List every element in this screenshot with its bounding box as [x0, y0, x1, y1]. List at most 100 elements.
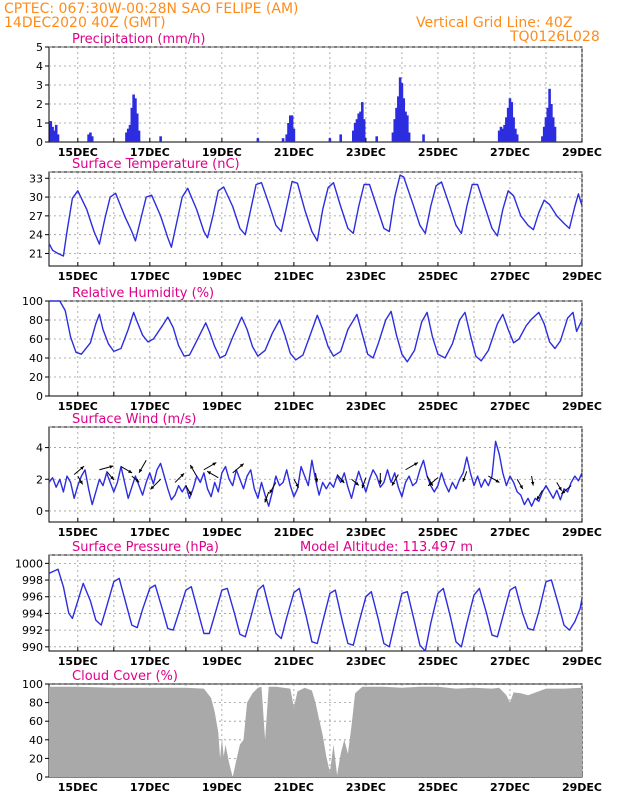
precip-bar	[130, 107, 134, 142]
rh-line	[49, 300, 583, 363]
wind-arrow-head	[207, 471, 212, 475]
precip-bar	[407, 132, 411, 142]
wind-arrow	[314, 472, 319, 483]
precip-bar	[544, 117, 548, 142]
x-tick-label: 27DEC	[490, 400, 530, 413]
x-tick-label: 15DEC	[58, 655, 98, 668]
x-tick-label: 21DEC	[274, 781, 314, 794]
precip-bar	[54, 124, 58, 142]
precip-bar	[404, 111, 407, 142]
x-tick-label: 25DEC	[418, 526, 458, 539]
x-tick-label: 25DEC	[418, 781, 458, 794]
wind-arrow-head	[391, 481, 396, 486]
precip-bar	[497, 130, 501, 142]
wind-arrow	[391, 474, 399, 486]
x-tick-label: 27DEC	[490, 526, 530, 539]
wind-arrow	[536, 490, 543, 501]
panel-frame	[48, 171, 583, 267]
x-tick-label: 23DEC	[346, 146, 386, 159]
y-tick-label: 100	[22, 295, 43, 308]
precip-bar	[355, 119, 359, 142]
precip-bar	[512, 117, 515, 142]
cloud-area	[49, 686, 582, 777]
precip-bar	[288, 115, 292, 142]
precip-bar	[89, 132, 92, 142]
precip-bar	[290, 115, 294, 142]
x-tick-label: 17DEC	[130, 400, 170, 413]
x-tick-label: 29DEC	[562, 526, 602, 539]
precip-bar	[328, 138, 332, 142]
precip-bar	[541, 136, 544, 142]
x-tick-label: 29DEC	[562, 655, 602, 668]
wind-arrow-head	[314, 478, 319, 483]
wind-arrow-head	[80, 466, 85, 470]
wind-arrow-head	[110, 476, 114, 480]
wind-arrow	[269, 482, 277, 494]
x-tick-label: 27DEC	[490, 781, 530, 794]
wind-arrow	[378, 472, 383, 485]
panel-rh: 0 20 40 60 80 100 15DEC 17DEC 19DEC 21DEC 23DEC 25D…	[22, 286, 602, 413]
wind-arrow-head	[462, 477, 466, 482]
x-tick-label: 25DEC	[418, 146, 458, 159]
precip-bar	[400, 83, 404, 142]
x-tick-label: 27DEC	[490, 270, 530, 283]
x-tick-label: 17DEC	[130, 655, 170, 668]
x-tick-label: 25DEC	[418, 400, 458, 413]
precip-bar	[391, 132, 395, 142]
precip-bar	[359, 111, 362, 142]
x-tick-label: 17DEC	[130, 146, 170, 159]
panel-title: Surface Wind (m/s)	[72, 412, 196, 427]
precip-bar	[550, 104, 553, 142]
wind-arrow-head	[264, 498, 268, 503]
y-tick-label: 80	[29, 314, 43, 327]
psfc-line	[48, 568, 583, 652]
precip-bar	[128, 124, 132, 142]
x-tick-label: 19DEC	[202, 400, 242, 413]
x-tick-label: 27DEC	[490, 146, 530, 159]
precip-bar	[90, 136, 94, 142]
precip-bar	[506, 107, 510, 142]
wind-arrow-head	[269, 489, 273, 494]
y-tick-label: 21	[29, 247, 43, 260]
x-tick-label: 27DEC	[490, 655, 530, 668]
wind-arrow	[77, 475, 84, 485]
precip-bar	[510, 102, 514, 142]
wind-arrow	[427, 477, 439, 487]
x-tick-label: 15DEC	[58, 781, 98, 794]
x-tick-label: 15DEC	[58, 270, 98, 283]
precip-bar	[406, 115, 409, 142]
precip-bar	[353, 123, 357, 142]
precip-bar	[395, 107, 398, 142]
panel-temp: 21 24 27 30 33 15DEC 17DEC 19DEC 21DEC 23DEC 25DEC…	[29, 157, 602, 283]
y-tick-label: 60	[29, 333, 43, 346]
y-tick-label: 3	[36, 79, 43, 92]
wind-arrow	[516, 478, 524, 490]
precip-bar	[125, 132, 128, 142]
y-tick-label: 4	[36, 442, 43, 455]
wind-arrow-head	[128, 469, 133, 473]
wind-arrow	[106, 471, 115, 481]
precip-bar	[56, 134, 60, 142]
wind-arrow	[232, 463, 245, 474]
y-tick-label: 996	[22, 591, 43, 604]
wind-arrow	[405, 462, 419, 471]
x-tick-label: 19DEC	[202, 781, 242, 794]
precip-bar	[126, 128, 130, 142]
wind-arrow-head	[558, 486, 562, 491]
wind-arrow-head	[190, 464, 194, 469]
wind-arrow-head	[139, 468, 143, 473]
y-tick-label: 100	[22, 678, 43, 691]
x-tick-label: 15DEC	[58, 146, 98, 159]
wind-arrow-head	[340, 479, 345, 484]
precip-bar	[551, 117, 555, 142]
y-tick-label: 30	[29, 191, 43, 204]
wind-arrow	[174, 473, 185, 483]
precip-bar	[352, 130, 355, 142]
wind-arrow	[138, 460, 147, 473]
precip-bar	[287, 123, 290, 142]
x-tick-label: 29DEC	[562, 146, 602, 159]
y-tick-label: 2	[36, 98, 43, 111]
precip-bar	[375, 136, 379, 142]
precip-bar	[393, 119, 397, 142]
precip-bar	[553, 126, 557, 142]
